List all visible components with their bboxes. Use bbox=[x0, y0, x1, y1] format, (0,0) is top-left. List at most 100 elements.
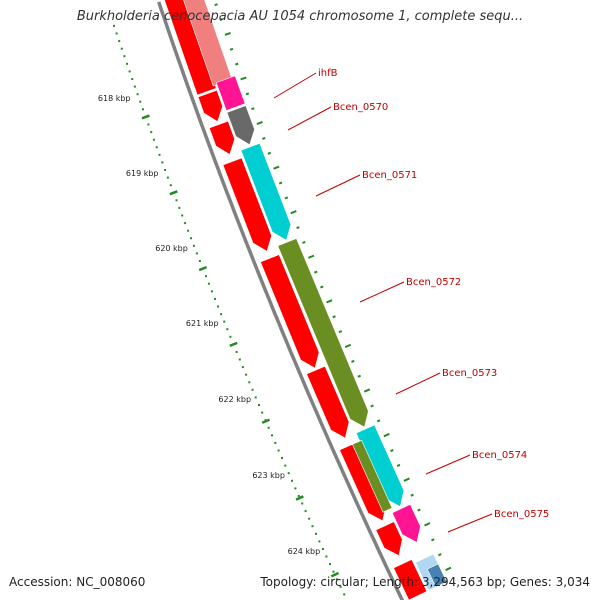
gene-block-ihfB[interactable] bbox=[215, 75, 246, 111]
gc-dot bbox=[150, 131, 153, 134]
gc-dash bbox=[390, 449, 394, 453]
cds-block[interactable] bbox=[393, 559, 428, 600]
gc-dot bbox=[214, 297, 216, 300]
gc-dash bbox=[344, 343, 352, 349]
gc-dot bbox=[198, 260, 201, 262]
gene-label-leader bbox=[273, 72, 317, 99]
gc-dot bbox=[339, 585, 342, 588]
gc-dash bbox=[357, 374, 362, 378]
gc-dot bbox=[332, 570, 335, 573]
gc-dot bbox=[123, 55, 126, 58]
gc-dash bbox=[314, 270, 318, 274]
gene-block-Bcen_0574[interactable] bbox=[352, 439, 393, 513]
gc-dot bbox=[315, 532, 317, 535]
gc-dash bbox=[284, 196, 289, 200]
cds-block[interactable] bbox=[375, 521, 403, 557]
gc-dot bbox=[304, 510, 307, 513]
gene-label[interactable]: Bcen_0572 bbox=[406, 277, 461, 288]
cds-block[interactable] bbox=[197, 89, 223, 123]
gene-label-leader bbox=[395, 372, 441, 395]
gc-dash bbox=[267, 151, 272, 155]
backbone-line bbox=[157, 1, 405, 600]
gc-dash bbox=[417, 508, 421, 512]
gc-dash bbox=[445, 566, 452, 572]
gc-dot bbox=[248, 381, 251, 384]
gc-dash bbox=[351, 359, 355, 363]
gc-dash bbox=[235, 62, 239, 66]
gene-block-Bcen_0572[interactable] bbox=[277, 238, 369, 428]
gc-dot bbox=[238, 358, 241, 361]
gc-dash bbox=[308, 254, 315, 259]
gc-skew-dots bbox=[113, 3, 452, 596]
gc-dot bbox=[126, 62, 128, 65]
gc-dash bbox=[219, 18, 223, 21]
gc-dash bbox=[262, 136, 266, 140]
gc-dot bbox=[155, 146, 158, 149]
gc-dot bbox=[311, 525, 314, 528]
gc-dot bbox=[281, 457, 283, 459]
gc-dash bbox=[302, 240, 306, 244]
gene-track bbox=[183, 0, 448, 591]
gc-dot bbox=[223, 320, 226, 323]
gc-dot bbox=[308, 517, 311, 520]
gc-dot bbox=[284, 464, 287, 467]
kbp-label: 624 kbp bbox=[288, 547, 321, 556]
gc-dot bbox=[181, 214, 184, 217]
cds-block[interactable] bbox=[260, 254, 320, 369]
gene-label[interactable]: Bcen_0575 bbox=[494, 509, 549, 520]
kbp-tick bbox=[169, 190, 178, 196]
kbp-label: 618 kbp bbox=[98, 94, 131, 103]
kbp-label: 620 kbp bbox=[155, 244, 188, 253]
gc-dot bbox=[254, 396, 257, 399]
gc-dot bbox=[164, 169, 167, 171]
gc-dot bbox=[297, 494, 300, 497]
gene-label[interactable]: Bcen_0574 bbox=[472, 450, 527, 461]
kbp-tick bbox=[141, 114, 150, 120]
gc-dot bbox=[131, 78, 134, 80]
kbp-tick bbox=[295, 495, 304, 501]
kbp-scale: 618 kbp 619 kbp 620 kbp 621 kbp 622 kbp 623 k… bbox=[98, 94, 340, 578]
cds-block[interactable] bbox=[208, 120, 236, 155]
gene-label[interactable]: ihfB bbox=[318, 68, 338, 79]
gene-label[interactable]: Bcen_0571 bbox=[362, 170, 417, 181]
kbp-tick bbox=[229, 341, 238, 348]
gc-dot bbox=[113, 24, 115, 27]
kbp-label: 619 kbp bbox=[126, 169, 159, 178]
gc-dot bbox=[325, 555, 328, 558]
gc-dot bbox=[343, 593, 346, 596]
gc-dot bbox=[251, 388, 254, 391]
gc-dash bbox=[214, 3, 218, 7]
topology-summary: Topology: circular; Length: 3,294,563 bp… bbox=[260, 575, 590, 589]
gene-label[interactable]: Bcen_0570 bbox=[333, 102, 388, 113]
cds-block[interactable] bbox=[164, 0, 217, 96]
gene-block[interactable] bbox=[426, 563, 448, 588]
gene-label[interactable]: Bcen_0573 bbox=[442, 368, 497, 379]
gc-dot bbox=[118, 40, 121, 43]
gc-dash bbox=[396, 463, 401, 467]
gc-dash bbox=[296, 226, 300, 230]
kbp-label: 623 kbp bbox=[252, 471, 285, 480]
gc-dot bbox=[235, 351, 238, 353]
gene-block-Bcen_0571[interactable] bbox=[240, 142, 292, 241]
gc-dash bbox=[224, 31, 231, 36]
kbp-label: 621 kbp bbox=[186, 319, 219, 328]
gc-dot bbox=[291, 479, 293, 482]
gene-block-Bcen_0575[interactable] bbox=[391, 504, 421, 543]
cds-block[interactable] bbox=[306, 365, 350, 439]
gc-dot bbox=[258, 404, 260, 406]
gc-dot bbox=[184, 222, 187, 225]
cds-block[interactable] bbox=[222, 157, 272, 252]
gene-label-leader bbox=[359, 281, 405, 303]
accession-text: Accession: NC_008060 bbox=[9, 575, 146, 589]
gc-dash bbox=[438, 553, 442, 557]
gc-dash bbox=[326, 299, 333, 304]
gc-dash bbox=[424, 522, 431, 527]
gc-dot bbox=[245, 373, 248, 376]
gc-dot bbox=[294, 487, 297, 490]
gc-dot bbox=[192, 244, 195, 247]
gc-dot bbox=[287, 472, 290, 475]
gc-dot bbox=[220, 313, 223, 316]
gc-dot bbox=[321, 548, 324, 550]
gene-block-Bcen_0570[interactable] bbox=[226, 105, 255, 146]
